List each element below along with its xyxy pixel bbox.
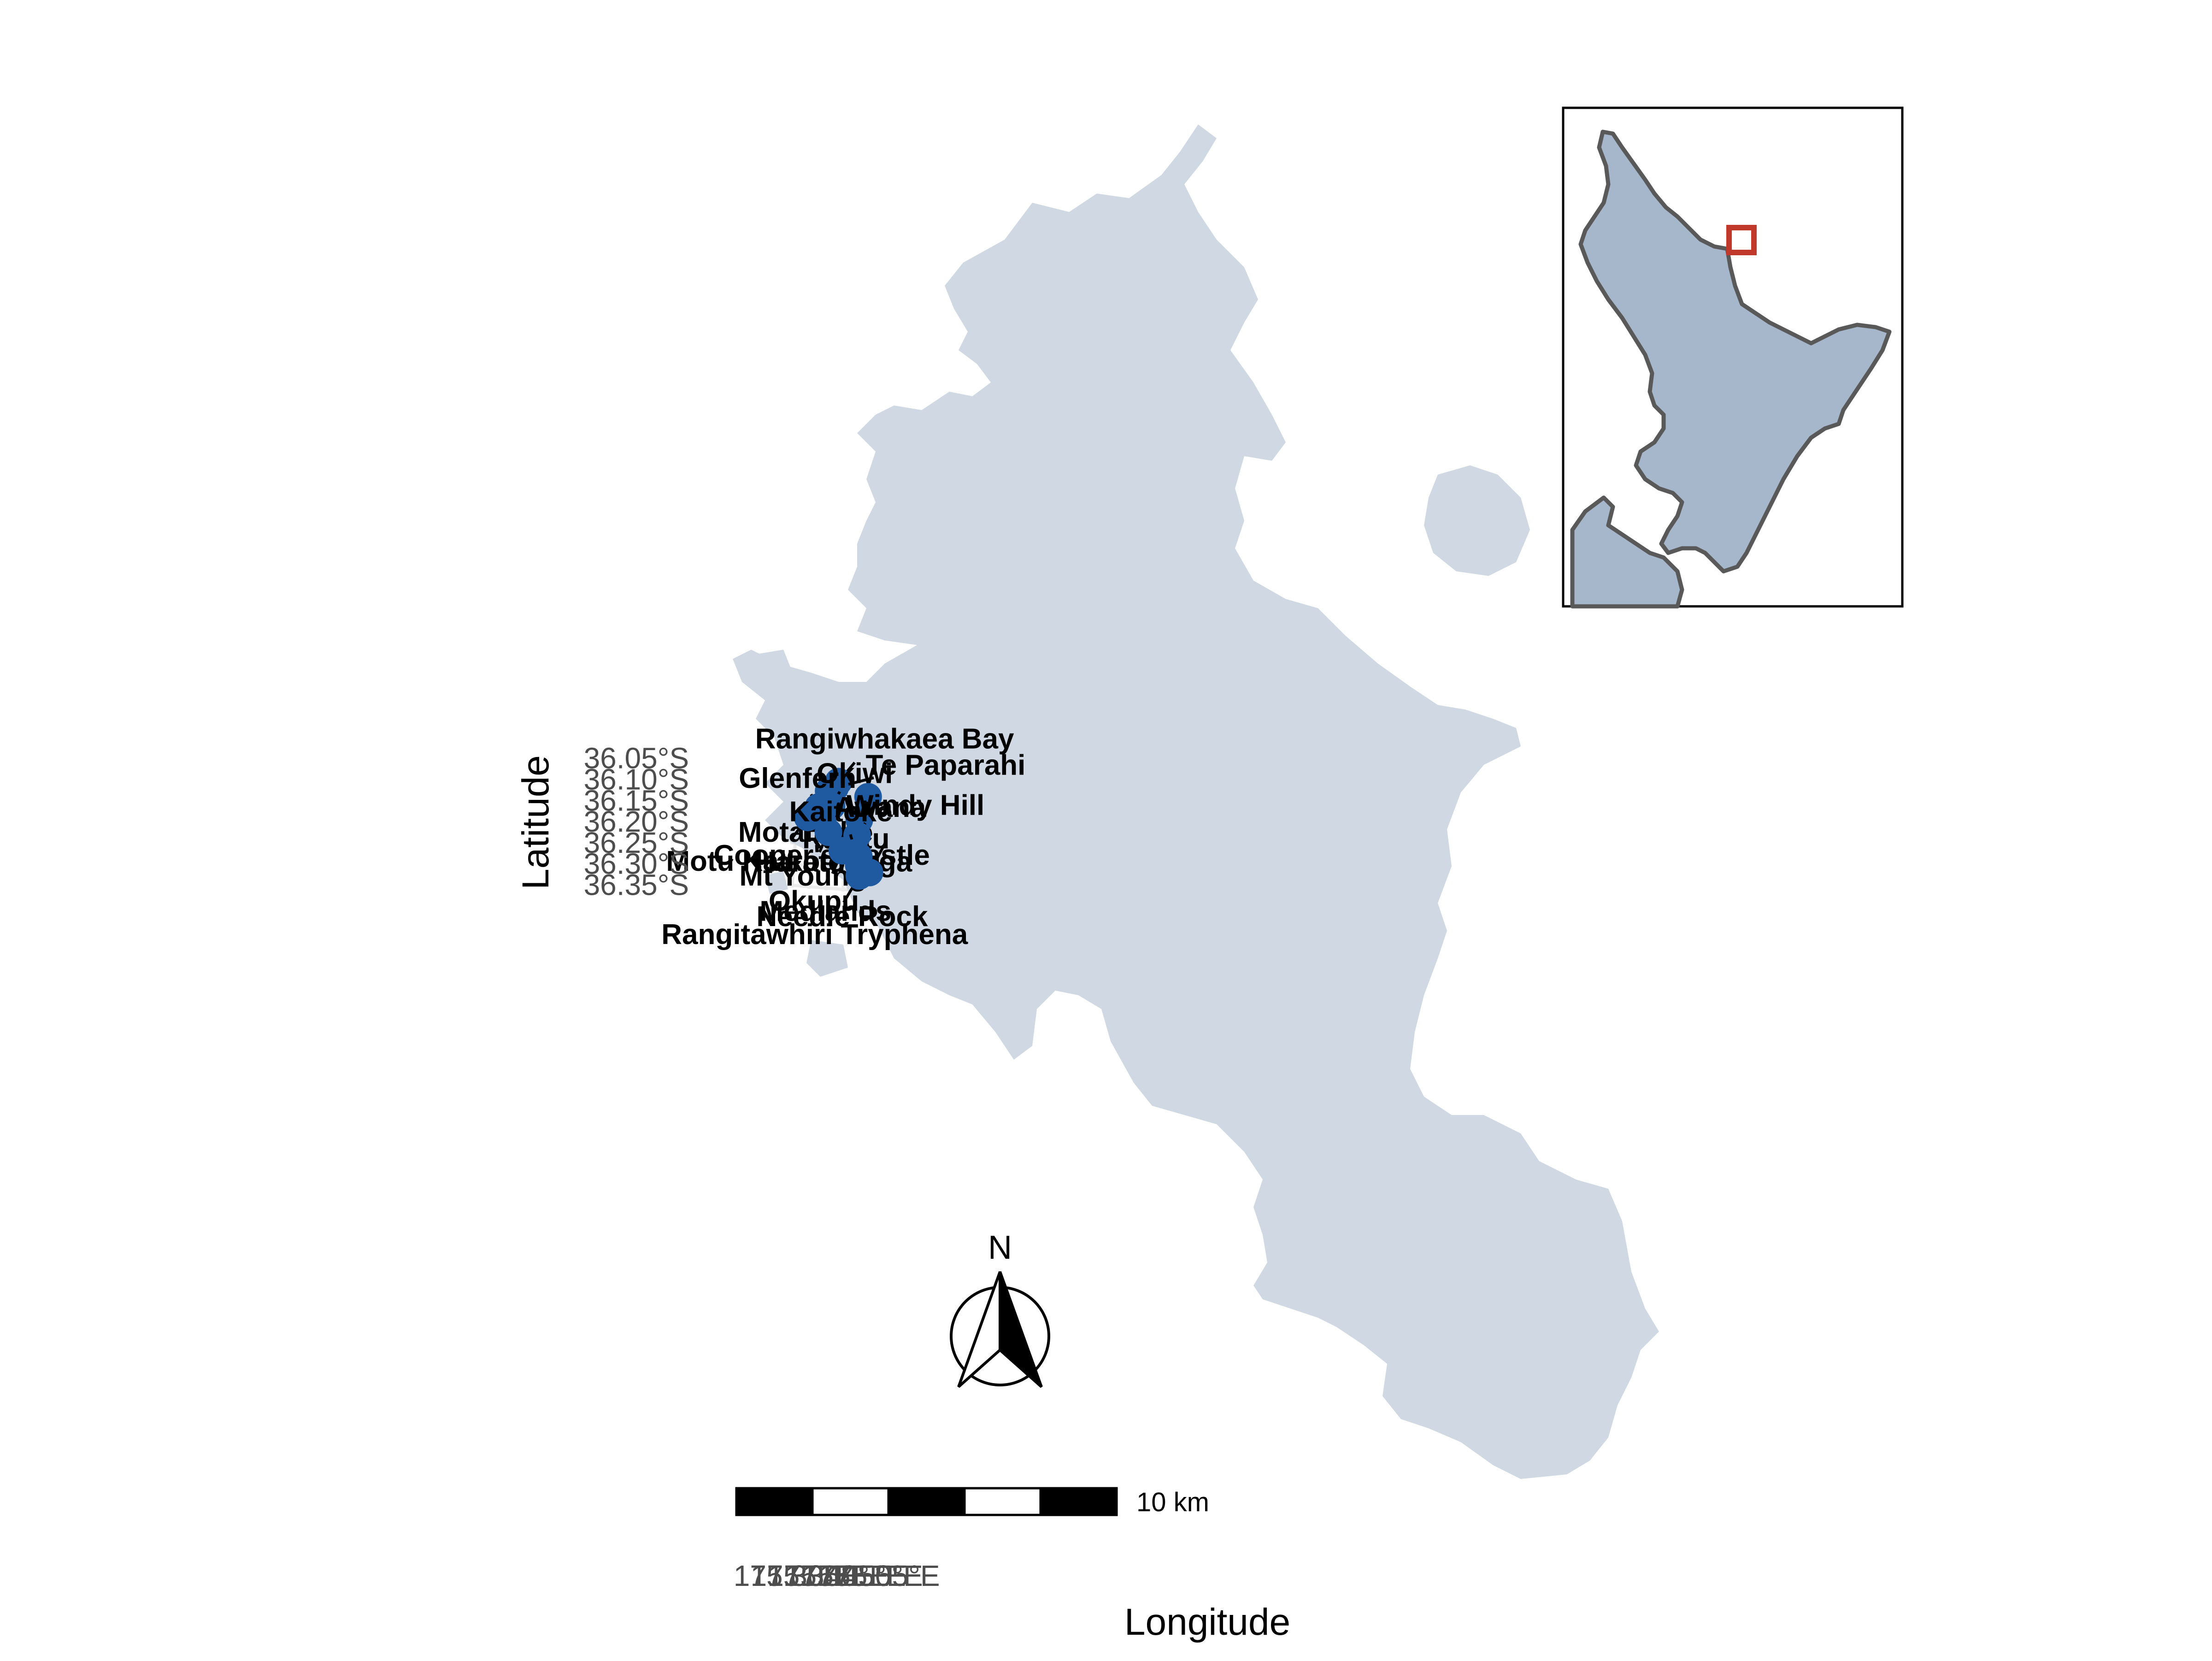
y-tick-label: 36.25°S (584, 826, 689, 859)
inset-map (1562, 106, 1904, 609)
x-tick-label: 175.50°E (801, 1559, 923, 1592)
y-tick-label: 36.35°S (584, 869, 689, 902)
site-marker: Rangitawhiri Tryphena (661, 862, 968, 951)
inset-south-island-tip (1570, 495, 1684, 609)
y-tick-label: 36.20°S (584, 805, 689, 838)
x-tick-label: 175.45°E (784, 1559, 906, 1592)
x-tick-label: 175.55°E (818, 1559, 940, 1592)
scale-segment (887, 1487, 966, 1516)
island-rakitu (1424, 465, 1530, 576)
site-label: Needle Rock (756, 901, 928, 933)
inset-location-marker (1726, 225, 1757, 255)
x-axis-title: Longitude (1124, 1601, 1290, 1643)
north-arrow-icon: N (950, 1229, 1050, 1388)
north-arrow-right-half (999, 1271, 1043, 1388)
great-barrier-island (733, 124, 1659, 1479)
x-tick-label: 175.40°E (767, 1559, 889, 1592)
islet-west-1 (756, 650, 793, 687)
y-tick-label: 36.05°S (584, 742, 689, 775)
y-tick-label: 36.10°S (584, 763, 689, 796)
y-tick-label: 36.15°S (584, 784, 689, 817)
islet-west-3 (765, 871, 788, 894)
x-tick-label: 175.35°E (751, 1559, 872, 1592)
island-main-landmass (733, 124, 1659, 1479)
axes: Longitude Latitude 175.30°E175.35°E175.4… (515, 742, 1290, 1643)
site-label: Windy Hill (847, 790, 984, 822)
site-label: Kaitoke (789, 796, 893, 828)
scale-segment (811, 1487, 890, 1516)
scale-bar: 10 km (735, 1487, 1209, 1517)
site-label: Rangiwhakaea Bay (755, 723, 1014, 755)
site-point (794, 803, 822, 831)
scale-segment (735, 1487, 814, 1516)
inset-north-island (1578, 129, 1892, 574)
site-point (854, 783, 882, 811)
site-label: Rangitawhiri Tryphena (661, 919, 968, 951)
scale-segment (1039, 1487, 1118, 1516)
site-label: Glenfern (739, 763, 856, 794)
y-axis-title: Latitude (515, 755, 557, 890)
north-label: N (988, 1229, 1012, 1266)
site-point (845, 862, 873, 890)
scale-segment (963, 1487, 1042, 1516)
site-label: Te Paparahi (866, 750, 1026, 781)
x-tick-label: 175.30°E (734, 1559, 855, 1592)
site-label: Awana (835, 792, 926, 823)
site-label: Medlands (759, 896, 891, 927)
y-tick-label: 36.30°S (584, 847, 689, 880)
site-label: Okiwi (817, 758, 893, 790)
islet-west-2 (806, 940, 848, 977)
scale-label: 10 km (1136, 1487, 1209, 1517)
north-arrow-left-half (957, 1271, 1001, 1388)
